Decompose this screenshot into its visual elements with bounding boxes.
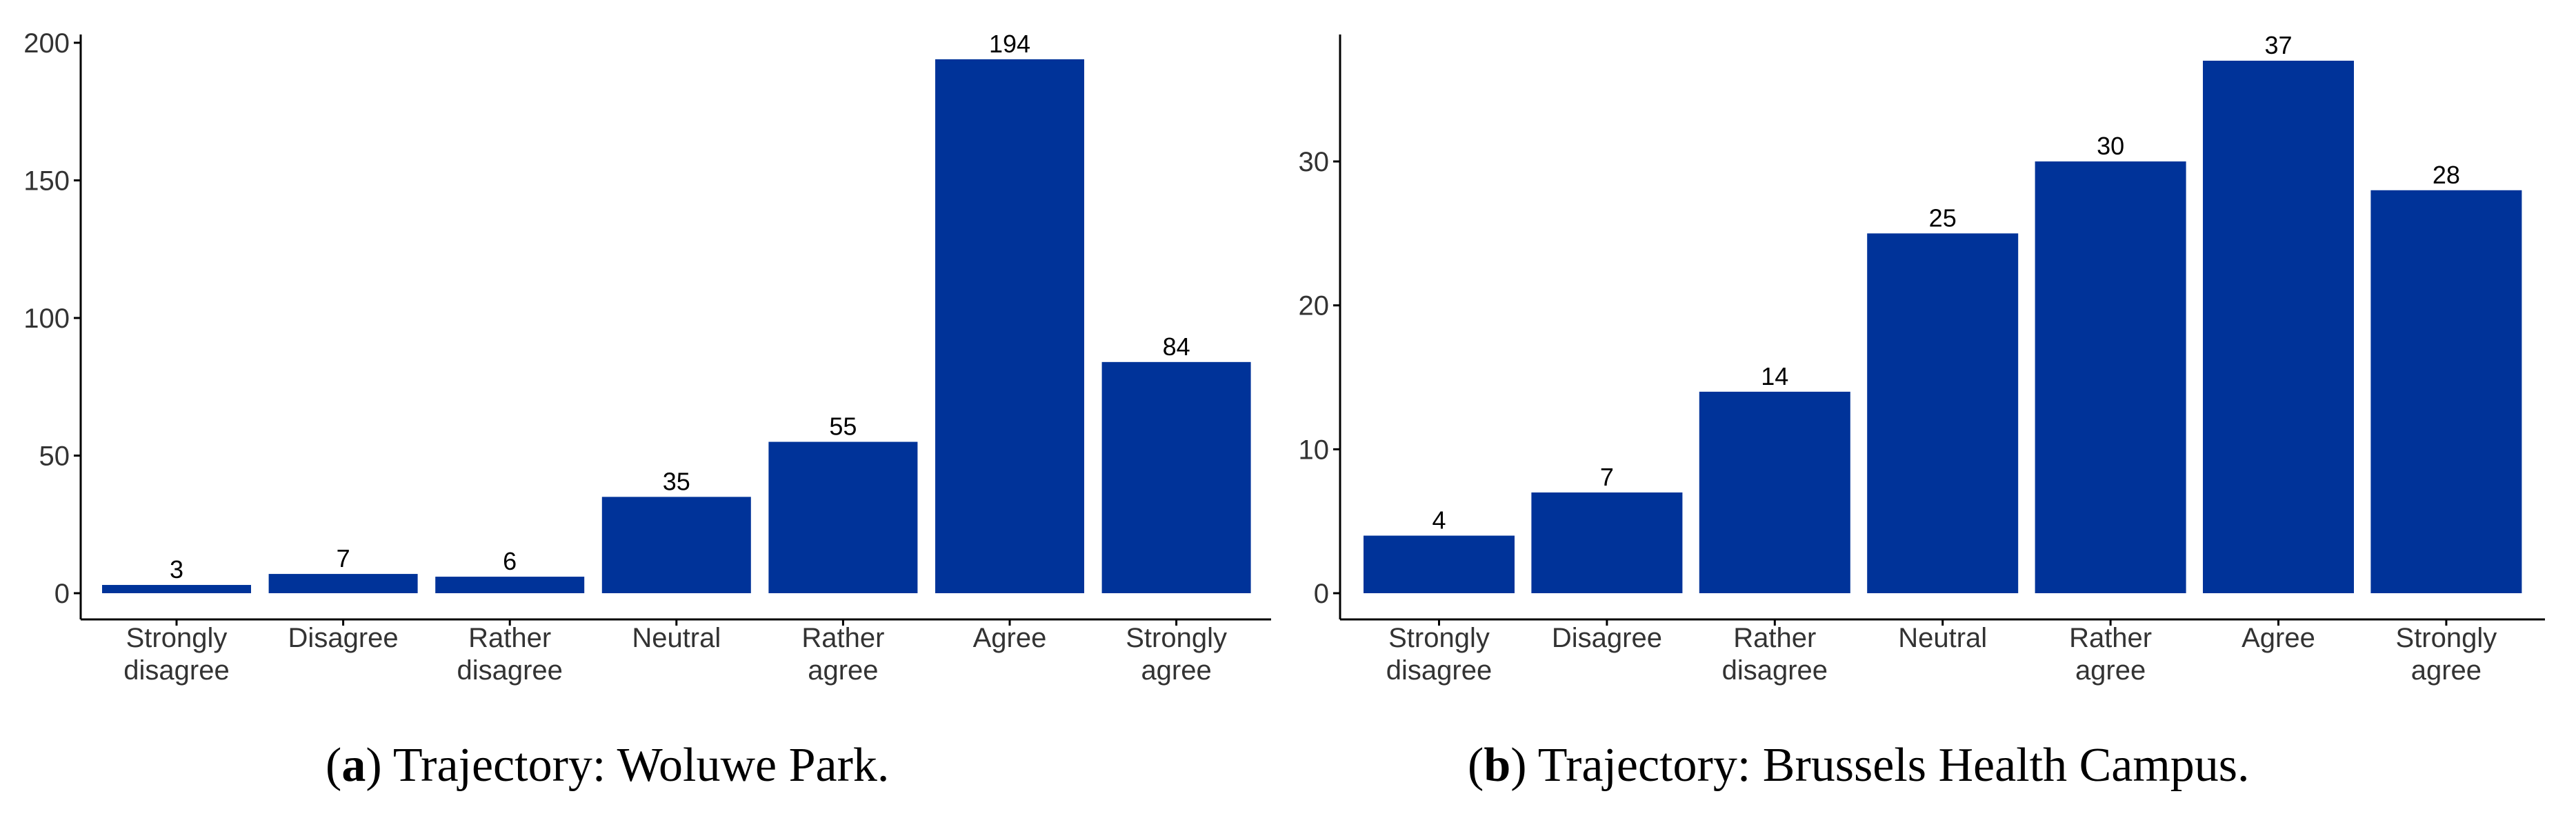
value-label-b-5: 30 (2097, 132, 2124, 160)
value-label-b-6: 37 (2264, 31, 2292, 59)
category-label-b-7-line-2: agree (2411, 655, 2482, 686)
bar-b-2 (1531, 492, 1683, 593)
caption-open-paren: ( (326, 739, 341, 792)
chart-panel-a: 3Stronglydisagree7Disagree6Ratherdisagre… (23, 28, 1271, 792)
value-label-a-3: 6 (503, 547, 517, 575)
caption-panel-letter: a (341, 739, 366, 792)
y-tick-label-a-0: 0 (54, 579, 70, 609)
bar-b-7 (2370, 190, 2522, 593)
bar-a-3 (435, 577, 585, 593)
caption-panel-letter: b (1484, 739, 1510, 792)
chart-panel-b: 4Stronglydisagree7Disagree14Ratherdisagr… (1299, 31, 2545, 792)
caption-text: ) Trajectory: Brussels Health Campus. (1510, 739, 2249, 792)
y-tick-label-b-0: 0 (1314, 579, 1329, 609)
value-label-a-7: 84 (1163, 332, 1190, 361)
value-label-b-2: 7 (1600, 463, 1614, 491)
y-tick-label-a-50: 50 (39, 441, 70, 472)
category-label-b-6-line-1: Agree (2241, 623, 2315, 653)
category-label-a-6-line-1: Agree (973, 623, 1047, 653)
bar-a-7 (1101, 361, 1251, 593)
bar-a-5 (768, 441, 918, 593)
caption-a: (a) Trajectory: Woluwe Park. (326, 739, 889, 792)
bar-a-4 (601, 497, 751, 593)
bar-b-6 (2203, 61, 2354, 593)
caption-text: ) Trajectory: Woluwe Park. (366, 739, 889, 792)
category-label-b-3-line-1: Rather (1733, 623, 1816, 653)
category-label-a-4-line-1: Neutral (632, 623, 721, 653)
category-label-b-5-line-2: agree (2075, 655, 2146, 686)
category-label-b-1-line-2: disagree (1386, 655, 1492, 686)
bar-b-5 (2035, 161, 2186, 593)
category-label-b-3-line-2: disagree (1722, 655, 1828, 686)
category-label-b-1-line-1: Strongly (1388, 623, 1490, 653)
category-label-a-1-line-2: disagree (123, 655, 229, 686)
value-label-a-1: 3 (170, 555, 183, 584)
value-label-b-7: 28 (2433, 161, 2460, 189)
y-tick-label-a-100: 100 (23, 303, 70, 334)
category-label-b-5-line-1: Rather (2069, 623, 2152, 653)
category-label-a-5-line-1: Rather (801, 623, 884, 653)
category-label-a-1-line-1: Strongly (126, 623, 228, 653)
bar-a-1 (102, 585, 251, 593)
caption-open-paren: ( (1468, 739, 1484, 792)
bar-a-2 (268, 574, 418, 593)
caption-b: (b) Trajectory: Brussels Health Campus. (1468, 739, 2250, 792)
bar-b-3 (1699, 391, 1850, 593)
category-label-a-3-line-1: Rather (468, 623, 551, 653)
category-label-a-3-line-2: disagree (457, 655, 562, 686)
value-label-a-2: 7 (337, 544, 350, 573)
bar-b-4 (1867, 233, 2019, 593)
y-tick-label-b-30: 30 (1299, 147, 1330, 177)
category-label-a-7-line-1: Strongly (1126, 623, 1227, 653)
category-label-a-7-line-2: agree (1141, 655, 1211, 686)
bar-a-6 (935, 59, 1084, 593)
category-label-b-4-line-1: Neutral (1898, 623, 1987, 653)
value-label-a-5: 55 (829, 412, 857, 441)
y-tick-label-b-20: 20 (1299, 291, 1330, 321)
value-label-a-6: 194 (989, 30, 1030, 58)
y-tick-label-b-10: 10 (1299, 435, 1330, 465)
value-label-b-4: 25 (1929, 203, 1957, 232)
category-label-b-7-line-1: Strongly (2396, 623, 2497, 653)
value-label-b-3: 14 (1761, 362, 1788, 390)
value-label-b-1: 4 (1432, 506, 1446, 535)
bar-b-1 (1364, 535, 1515, 593)
category-label-a-5-line-2: agree (808, 655, 878, 686)
value-label-a-4: 35 (663, 467, 690, 495)
y-tick-label-a-200: 200 (23, 28, 70, 59)
category-label-b-2-line-1: Disagree (1552, 623, 1662, 653)
category-label-a-2-line-1: Disagree (288, 623, 399, 653)
y-tick-label-a-150: 150 (23, 166, 70, 197)
